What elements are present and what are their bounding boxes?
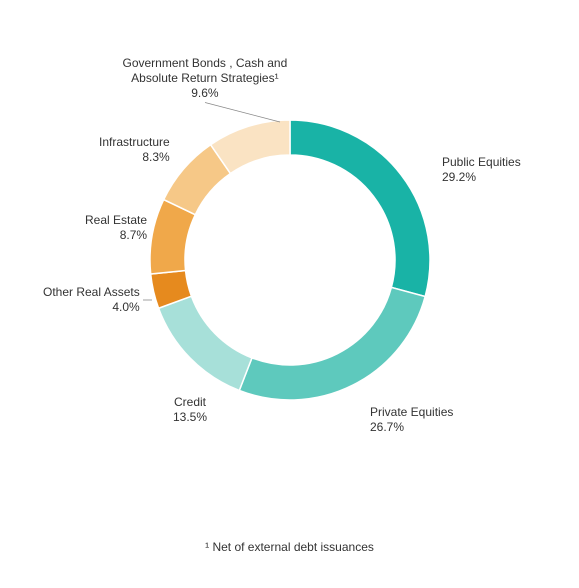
slice-credit bbox=[159, 296, 252, 390]
slice-public-equities bbox=[290, 120, 430, 297]
leader-line bbox=[205, 103, 280, 123]
chart-footnote: ¹ Net of external debt issuances bbox=[0, 540, 579, 554]
slice-private-equities bbox=[239, 287, 425, 400]
donut-svg bbox=[0, 0, 579, 588]
donut-chart: Public Equities 29.2%Private Equities 26… bbox=[0, 0, 579, 588]
